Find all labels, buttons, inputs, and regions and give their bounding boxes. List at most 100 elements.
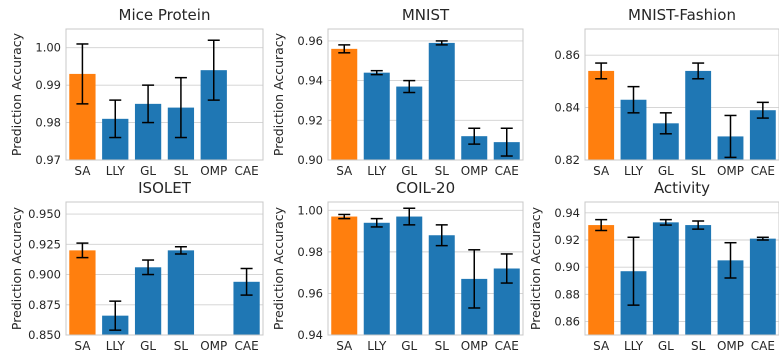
y-tick-label: 1.00: [35, 41, 61, 55]
x-tick-label: LLY: [106, 164, 126, 178]
error-bar: [338, 213, 351, 220]
y-tick-label: 0.94: [297, 74, 323, 88]
y-tick-label: 0.94: [297, 328, 323, 342]
error-bar: [500, 253, 513, 284]
x-tick-label: LLY: [367, 339, 387, 351]
chart-title: Mice Protein: [119, 6, 211, 24]
x-tick-label: GL: [401, 164, 417, 178]
error-bar: [76, 43, 89, 105]
error-bar: [370, 217, 383, 228]
chart-panel: 0.94 0.96 0.98 1.00 SA LLY GL SL OMP CAE COIL-20 Pr…: [271, 179, 524, 351]
y-tick-label: 0.90: [297, 153, 323, 167]
y-tick-label: 0.86: [554, 48, 580, 62]
x-tick-label: GL: [140, 339, 156, 351]
y-tick-label: 0.92: [554, 233, 580, 247]
error-bar: [468, 249, 481, 309]
y-tick-label: 0.86: [554, 314, 580, 328]
x-tick-label: SL: [691, 164, 706, 178]
chart-panel: 0.86 0.88 0.90 0.92 0.94 SA LLY GL SL OMP CAE Activ…: [528, 179, 779, 351]
error-bar: [174, 76, 187, 139]
bar: [685, 225, 712, 335]
chart-title: ISOLET: [138, 179, 192, 197]
x-tick-label: GL: [658, 339, 674, 351]
x-tick-label: SL: [435, 339, 450, 351]
y-tick-label: 0.850: [28, 328, 61, 342]
error-bar: [468, 127, 481, 145]
x-tick-label: CAE: [751, 339, 775, 351]
y-axis-label: Prediction Accuracy: [271, 32, 286, 156]
x-tick-label: GL: [140, 164, 156, 178]
x-tick-label: LLY: [624, 339, 644, 351]
x-tick-label: CAE: [234, 339, 258, 351]
error-bar: [370, 69, 383, 76]
axes-frame: [327, 28, 524, 161]
bar: [331, 216, 358, 335]
x-tick-label: OMP: [200, 339, 227, 351]
x-tick-label: GL: [658, 164, 674, 178]
error-bar: [435, 224, 448, 247]
error-bar: [109, 300, 122, 331]
x-tick-label: OMP: [717, 164, 744, 178]
bar: [331, 48, 358, 161]
x-tick-label: CAE: [234, 164, 258, 178]
x-tick-label: LLY: [106, 339, 126, 351]
error-bar: [142, 84, 155, 124]
error-bar: [500, 127, 513, 157]
y-tick-label: 0.90: [554, 260, 580, 274]
y-tick-label: 0.88: [554, 287, 580, 301]
y-tick-label: 0.96: [297, 286, 323, 300]
bar: [428, 235, 455, 335]
y-tick-label: 0.950: [28, 207, 61, 221]
bar: [69, 250, 96, 335]
bar: [588, 70, 615, 160]
axes-frame: [65, 201, 264, 336]
error-bar: [692, 220, 705, 230]
chart-title: MNIST: [402, 6, 450, 24]
error-bar: [403, 79, 416, 94]
error-bar: [403, 207, 416, 226]
x-tick-label: OMP: [200, 164, 227, 178]
x-tick-label: CAE: [495, 164, 519, 178]
x-tick-label: SA: [74, 339, 91, 351]
x-tick-label: SL: [435, 164, 450, 178]
error-bar: [76, 242, 89, 259]
chart-title: COIL-20: [396, 179, 455, 197]
error-bar: [627, 236, 640, 306]
y-tick-label: 0.925: [28, 237, 61, 251]
y-tick-label: 0.96: [297, 34, 323, 48]
bar: [396, 216, 423, 335]
error-bar: [627, 85, 640, 114]
y-tick-label: 0.94: [554, 206, 580, 220]
axes-frame: [584, 28, 779, 161]
error-bar: [724, 114, 737, 159]
x-tick-label: GL: [401, 339, 417, 351]
bar: [428, 42, 455, 161]
error-bar: [756, 236, 769, 241]
error-bar: [659, 112, 672, 135]
bar: [363, 222, 390, 335]
x-tick-label: CAE: [495, 339, 519, 351]
x-tick-label: SA: [74, 164, 91, 178]
y-axis-label: Prediction Accuracy: [271, 206, 286, 330]
bar: [652, 222, 679, 335]
x-tick-label: OMP: [461, 164, 488, 178]
y-tick-label: 0.92: [297, 113, 323, 127]
y-tick-label: 0.82: [554, 153, 580, 167]
chart-panel: 0.90 0.92 0.94 0.96 SA LLY GL SL OMP CAE MNIST Pred…: [271, 6, 524, 178]
bar: [134, 267, 162, 335]
x-tick-label: OMP: [717, 339, 744, 351]
error-bar: [756, 101, 769, 119]
axes-frame: [327, 201, 524, 336]
axes-frame: [65, 28, 264, 161]
error-bar: [724, 241, 737, 279]
y-tick-label: 0.98: [35, 116, 61, 130]
error-bar: [595, 62, 608, 80]
x-tick-label: SL: [174, 339, 189, 351]
x-tick-label: OMP: [461, 339, 488, 351]
x-tick-label: CAE: [751, 164, 775, 178]
error-bar: [207, 39, 220, 101]
y-axis-label: Prediction Accuracy: [9, 206, 24, 330]
bar: [588, 225, 615, 335]
bar: [167, 250, 195, 335]
